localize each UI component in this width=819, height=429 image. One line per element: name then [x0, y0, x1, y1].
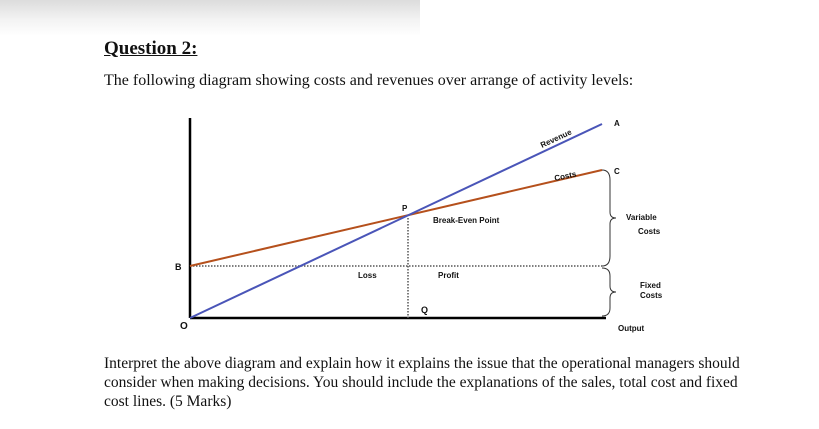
breakeven-output-label: Q: [421, 305, 428, 315]
cost-end-label: C: [614, 167, 620, 176]
fixed-cost-axis-label: B: [175, 262, 182, 272]
top-shading: [0, 0, 420, 36]
variable-costs-brace: [601, 169, 617, 267]
question-heading: Question 2:: [104, 38, 198, 59]
cost-line: [189, 169, 603, 267]
revenue-line: [189, 123, 603, 319]
x-axis-label: Output: [618, 324, 645, 333]
fixed-costs-brace: [601, 267, 617, 317]
variable-costs-label-2: Costs: [638, 227, 661, 236]
question-prompt: Interpret the above diagram and explain …: [104, 355, 740, 410]
cost-line-label: Costs: [554, 169, 578, 183]
fixed-costs-label-2: Costs: [640, 291, 663, 300]
profit-text: Profit: [438, 271, 459, 280]
revenue-end-label: A: [614, 119, 620, 128]
variable-costs-label-1: Variable: [626, 213, 657, 222]
loss-text: Loss: [358, 271, 377, 280]
breakeven-diagram: O B P Q A C Revenue Costs Break-Even Poi…: [175, 118, 663, 333]
breakeven-point-label: P: [402, 204, 408, 213]
origin-label: O: [180, 321, 188, 332]
fixed-costs-label-1: Fixed: [640, 281, 661, 290]
question-intro: The following diagram showing costs and …: [104, 72, 634, 89]
breakeven-text: Break-Even Point: [433, 216, 500, 225]
